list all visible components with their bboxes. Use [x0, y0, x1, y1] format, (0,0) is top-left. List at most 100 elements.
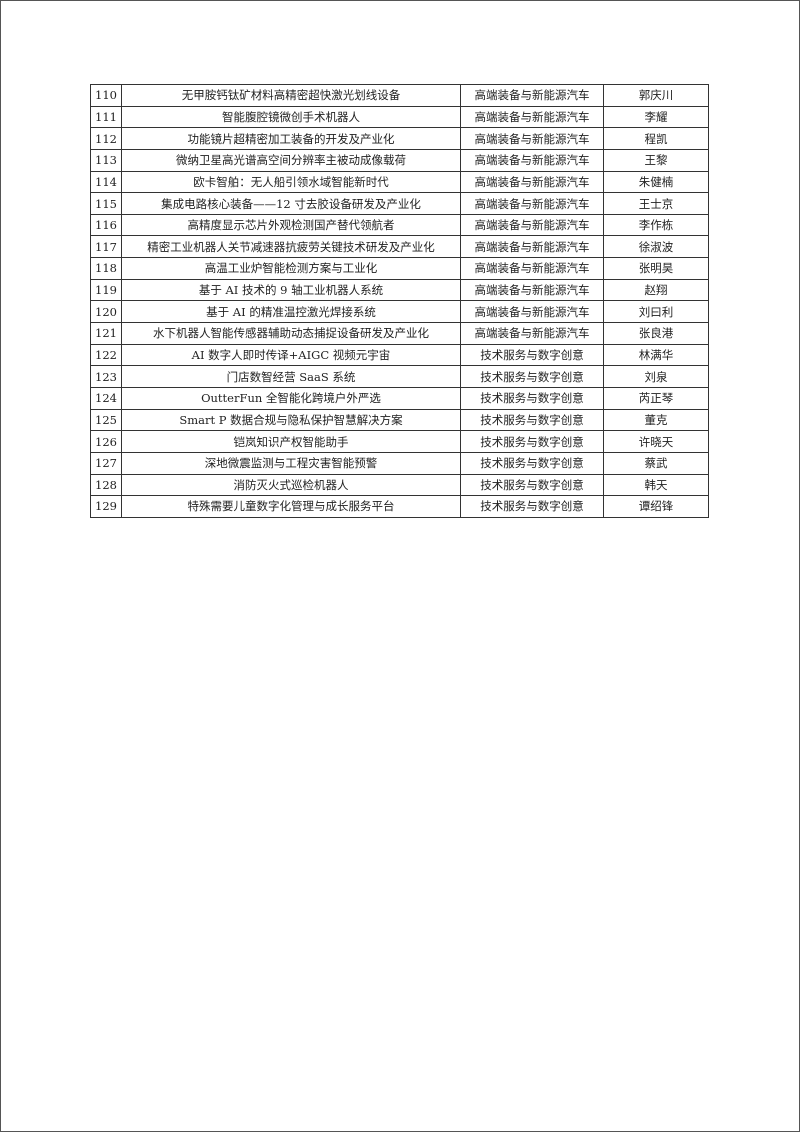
category-cell: 高端装备与新能源汽车 — [460, 257, 604, 280]
person-name-cell: 刘曰利 — [603, 300, 709, 324]
row-number-cell: 110 — [90, 84, 122, 107]
project-name-cell: 高温工业炉智能检测方案与工业化 — [121, 257, 461, 280]
category-cell: 高端装备与新能源汽车 — [460, 192, 604, 215]
project-name-cell: 智能腹腔镜微创手术机器人 — [121, 105, 461, 129]
category-cell: 技术服务与数字创意 — [460, 365, 604, 388]
category-cell: 高端装备与新能源汽车 — [460, 322, 604, 345]
category-cell: 高端装备与新能源汽车 — [460, 235, 604, 259]
row-number-cell: 120 — [90, 300, 122, 324]
person-name-cell: 刘泉 — [603, 365, 709, 388]
row-number-cell: 129 — [90, 495, 122, 518]
project-name-cell: 欧卡智舶：无人船引领水域智能新时代 — [121, 170, 461, 194]
project-name-cell: 高精度显示芯片外观检测国产替代领航者 — [121, 213, 461, 237]
project-name-cell: 深地微震监测与工程灾害智能预警 — [121, 451, 461, 475]
table-row: 123 门店数智经营 SaaS 系统 技术服务与数字创意 刘泉 — [90, 365, 709, 388]
project-table: 110 无甲胺钙钛矿材料高精密超快激光划线设备 高端装备与新能源汽车 郭庆川 111 智能… — [90, 84, 709, 518]
category-cell: 高端装备与新能源汽车 — [460, 278, 604, 302]
table-row: 113 微纳卫星高光谱高空间分辨率主被动成像载荷 高端装备与新能源汽车 王黎 — [90, 148, 709, 172]
person-name-cell: 林满华 — [603, 343, 709, 367]
row-number-cell: 125 — [90, 408, 122, 432]
row-number-cell: 121 — [90, 322, 122, 345]
category-cell: 技术服务与数字创意 — [460, 473, 604, 497]
category-cell: 高端装备与新能源汽车 — [460, 170, 604, 194]
category-cell: 技术服务与数字创意 — [460, 408, 604, 432]
person-name-cell: 芮正琴 — [603, 386, 709, 410]
project-name-cell: 水下机器人智能传感器辅助动态捕捉设备研发及产业化 — [121, 322, 461, 345]
row-number-cell: 123 — [90, 365, 122, 388]
table-row: 124 OutterFun 全智能化跨境户外严选 技术服务与数字创意 芮正琴 — [90, 386, 709, 410]
project-name-cell: 特殊需要儿童数字化管理与成长服务平台 — [121, 495, 461, 518]
person-name-cell: 董克 — [603, 408, 709, 432]
project-name-cell: 基于 AI 的精准温控激光焊接系统 — [121, 300, 461, 324]
person-name-cell: 蔡武 — [603, 451, 709, 475]
table-row: 112 功能镜片超精密加工装备的开发及产业化 高端装备与新能源汽车 程凯 — [90, 127, 709, 150]
category-cell: 高端装备与新能源汽车 — [460, 300, 604, 324]
person-name-cell: 赵翔 — [603, 278, 709, 302]
project-name-cell: 精密工业机器人关节减速器抗疲劳关键技术研发及产业化 — [121, 235, 461, 259]
category-cell: 技术服务与数字创意 — [460, 451, 604, 475]
table-row: 122 AI 数字人即时传译+AIGC 视频元宇宙 技术服务与数字创意 林满华 — [90, 343, 709, 367]
project-name-cell: 基于 AI 技术的 9 轴工业机器人系统 — [121, 278, 461, 302]
row-number-cell: 118 — [90, 257, 122, 280]
row-number-cell: 114 — [90, 170, 122, 194]
project-name-cell: OutterFun 全智能化跨境户外严选 — [121, 386, 461, 410]
table-row: 117 精密工业机器人关节减速器抗疲劳关键技术研发及产业化 高端装备与新能源汽车 徐淑… — [90, 235, 709, 259]
row-number-cell: 119 — [90, 278, 122, 302]
person-name-cell: 许晓天 — [603, 430, 709, 453]
table-row: 128 消防灭火式巡检机器人 技术服务与数字创意 韩天 — [90, 473, 709, 497]
table-row: 114 欧卡智舶：无人船引领水域智能新时代 高端装备与新能源汽车 朱健楠 — [90, 170, 709, 194]
row-number-cell: 113 — [90, 148, 122, 172]
table-row: 129 特殊需要儿童数字化管理与成长服务平台 技术服务与数字创意 谭绍锋 — [90, 495, 709, 518]
category-cell: 高端装备与新能源汽车 — [460, 148, 604, 172]
project-name-cell: 功能镜片超精密加工装备的开发及产业化 — [121, 127, 461, 150]
row-number-cell: 128 — [90, 473, 122, 497]
row-number-cell: 126 — [90, 430, 122, 453]
row-number-cell: 124 — [90, 386, 122, 410]
category-cell: 高端装备与新能源汽车 — [460, 84, 604, 107]
category-cell: 高端装备与新能源汽车 — [460, 105, 604, 129]
person-name-cell: 王黎 — [603, 148, 709, 172]
row-number-cell: 116 — [90, 213, 122, 237]
row-number-cell: 115 — [90, 192, 122, 215]
project-name-cell: 无甲胺钙钛矿材料高精密超快激光划线设备 — [121, 84, 461, 107]
table-row: 120 基于 AI 的精准温控激光焊接系统 高端装备与新能源汽车 刘曰利 — [90, 300, 709, 324]
category-cell: 技术服务与数字创意 — [460, 343, 604, 367]
row-number-cell: 117 — [90, 235, 122, 259]
person-name-cell: 徐淑波 — [603, 235, 709, 259]
category-cell: 技术服务与数字创意 — [460, 495, 604, 518]
category-cell: 高端装备与新能源汽车 — [460, 213, 604, 237]
row-number-cell: 127 — [90, 451, 122, 475]
category-cell: 技术服务与数字创意 — [460, 430, 604, 453]
row-number-cell: 112 — [90, 127, 122, 150]
person-name-cell: 谭绍锋 — [603, 495, 709, 518]
person-name-cell: 张明昊 — [603, 257, 709, 280]
table-row: 121 水下机器人智能传感器辅助动态捕捉设备研发及产业化 高端装备与新能源汽车 张良港 — [90, 322, 709, 345]
table-row: 116 高精度显示芯片外观检测国产替代领航者 高端装备与新能源汽车 李作栋 — [90, 213, 709, 237]
project-name-cell: 门店数智经营 SaaS 系统 — [121, 365, 461, 388]
project-name-cell: 集成电路核心装备——12 寸去胶设备研发及产业化 — [121, 192, 461, 215]
person-name-cell: 郭庆川 — [603, 84, 709, 107]
table-row: 125 Smart P 数据合规与隐私保护智慧解决方案 技术服务与数字创意 董克 — [90, 408, 709, 432]
table-row: 118 高温工业炉智能检测方案与工业化 高端装备与新能源汽车 张明昊 — [90, 257, 709, 280]
person-name-cell: 张良港 — [603, 322, 709, 345]
person-name-cell: 韩天 — [603, 473, 709, 497]
category-cell: 技术服务与数字创意 — [460, 386, 604, 410]
table-row: 110 无甲胺钙钛矿材料高精密超快激光划线设备 高端装备与新能源汽车 郭庆川 — [90, 84, 709, 107]
project-name-cell: Smart P 数据合规与隐私保护智慧解决方案 — [121, 408, 461, 432]
person-name-cell: 李耀 — [603, 105, 709, 129]
project-name-cell: AI 数字人即时传译+AIGC 视频元宇宙 — [121, 343, 461, 367]
table-row: 115 集成电路核心装备——12 寸去胶设备研发及产业化 高端装备与新能源汽车 王士京 — [90, 192, 709, 215]
project-name-cell: 消防灭火式巡检机器人 — [121, 473, 461, 497]
row-number-cell: 111 — [90, 105, 122, 129]
category-cell: 高端装备与新能源汽车 — [460, 127, 604, 150]
project-name-cell: 微纳卫星高光谱高空间分辨率主被动成像载荷 — [121, 148, 461, 172]
table-row: 119 基于 AI 技术的 9 轴工业机器人系统 高端装备与新能源汽车 赵翔 — [90, 278, 709, 302]
person-name-cell: 程凯 — [603, 127, 709, 150]
row-number-cell: 122 — [90, 343, 122, 367]
table-row: 127 深地微震监测与工程灾害智能预警 技术服务与数字创意 蔡武 — [90, 451, 709, 475]
person-name-cell: 朱健楠 — [603, 170, 709, 194]
project-name-cell: 铠岚知识产权智能助手 — [121, 430, 461, 453]
person-name-cell: 王士京 — [603, 192, 709, 215]
table-row: 111 智能腹腔镜微创手术机器人 高端装备与新能源汽车 李耀 — [90, 105, 709, 129]
person-name-cell: 李作栋 — [603, 213, 709, 237]
